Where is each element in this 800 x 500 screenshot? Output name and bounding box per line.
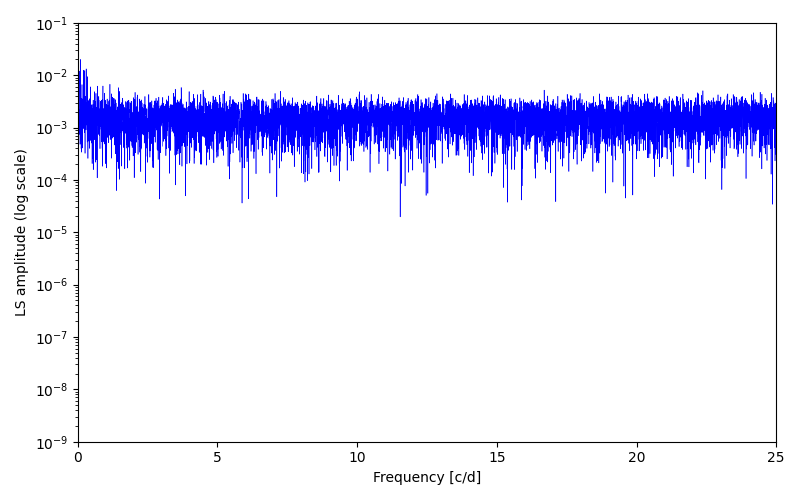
Y-axis label: LS amplitude (log scale): LS amplitude (log scale) [15, 148, 29, 316]
X-axis label: Frequency [c/d]: Frequency [c/d] [373, 471, 481, 485]
